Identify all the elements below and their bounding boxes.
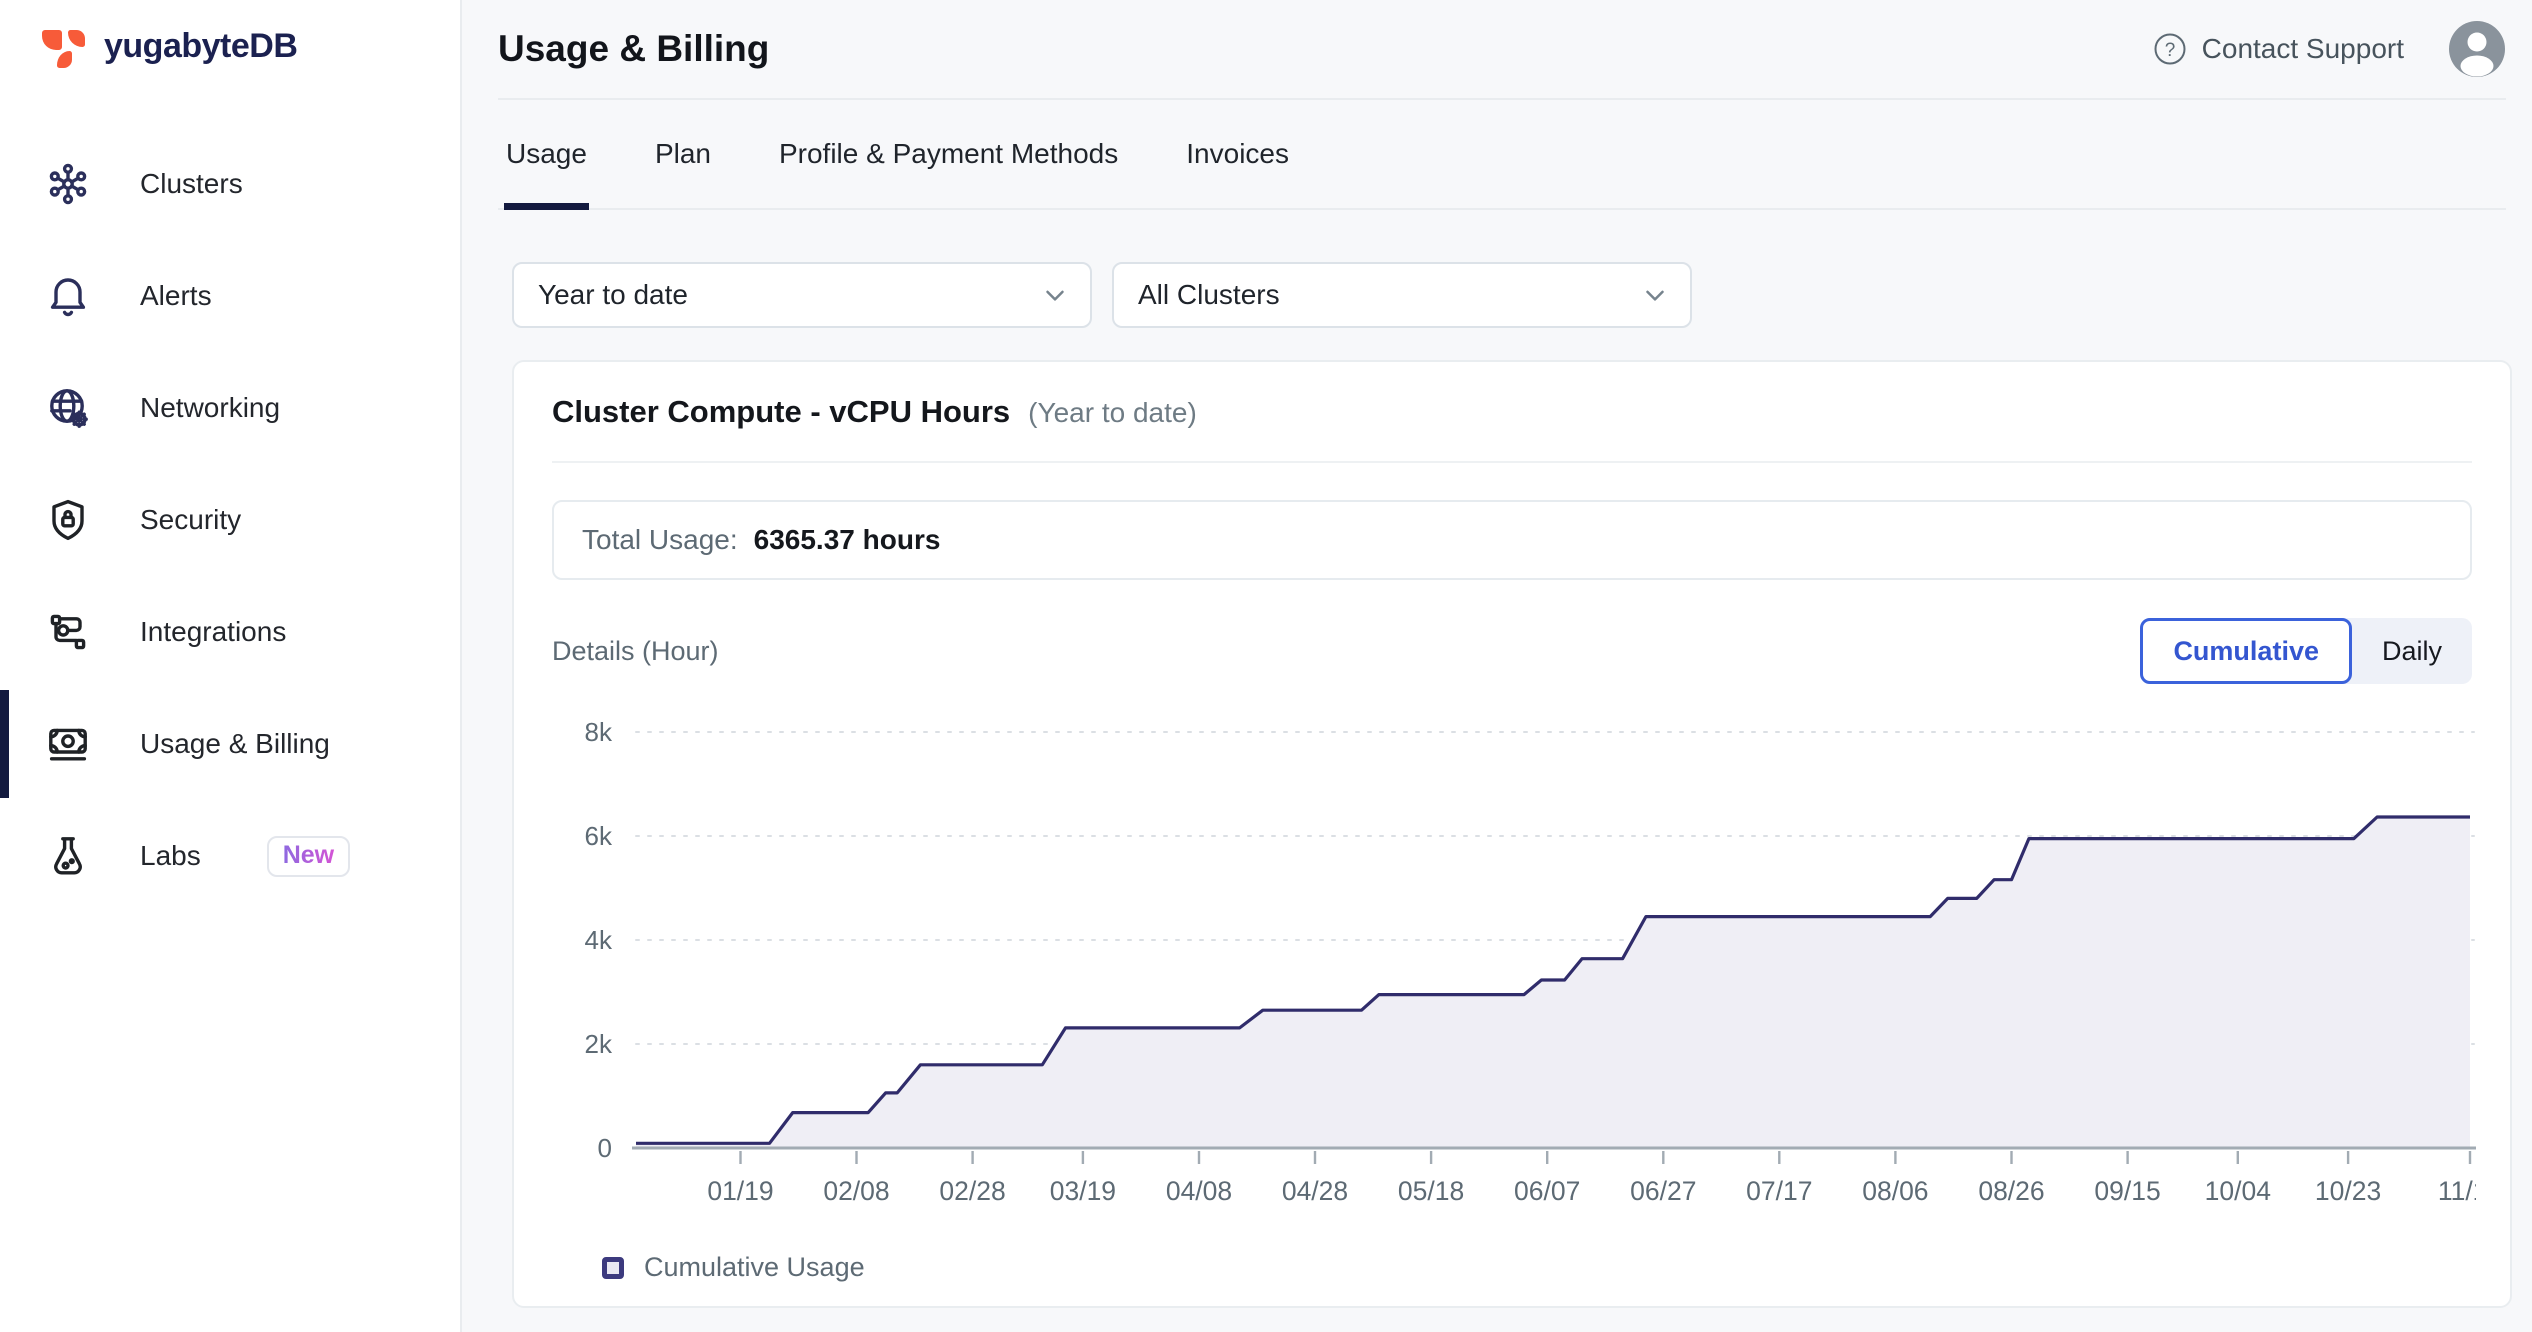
networking-icon <box>44 384 92 432</box>
contact-support-link[interactable]: Contact Support <box>2202 33 2404 65</box>
sidebar-item-labs[interactable]: Labs New <box>0 800 460 912</box>
svg-text:07/17: 07/17 <box>1746 1176 1812 1206</box>
cluster-select[interactable]: All Clusters <box>1112 262 1692 328</box>
sidebar-item-label: Labs <box>140 840 201 872</box>
sidebar-item-clusters[interactable]: Clusters <box>0 128 460 240</box>
svg-text:01/19: 01/19 <box>707 1176 773 1206</box>
sidebar-item-label: Usage & Billing <box>140 728 330 760</box>
sidebar-item-networking[interactable]: Networking <box>0 352 460 464</box>
period-select[interactable]: Year to date <box>512 262 1092 328</box>
details-label: Details (Hour) <box>552 636 719 667</box>
tab-usage[interactable]: Usage <box>504 100 589 208</box>
card-title: Cluster Compute - vCPU Hours <box>552 394 1010 430</box>
new-badge: New <box>267 836 350 877</box>
brand-name: yugabyteDB <box>104 27 297 66</box>
svg-text:09/15: 09/15 <box>2094 1176 2160 1206</box>
sidebar-nav: Clusters Alerts Networking Security Integrat… <box>0 128 460 912</box>
cumulative-toggle-button[interactable]: Cumulative <box>2140 618 2352 684</box>
usage-card: Cluster Compute - vCPU Hours (Year to da… <box>512 360 2512 1308</box>
legend-label: Cumulative Usage <box>644 1252 865 1283</box>
svg-text:06/27: 06/27 <box>1630 1176 1696 1206</box>
tab-invoices[interactable]: Invoices <box>1184 100 1291 208</box>
labs-icon <box>44 832 92 880</box>
svg-text:8k: 8k <box>585 717 613 747</box>
security-icon <box>44 496 92 544</box>
sidebar: yugabyteDB Clusters Alerts Networking Secur… <box>0 0 462 1332</box>
sidebar-item-label: Clusters <box>140 168 243 200</box>
chevron-down-icon <box>1640 280 1670 310</box>
chart-legend[interactable]: Cumulative Usage <box>602 1252 865 1283</box>
svg-text:03/19: 03/19 <box>1050 1176 1116 1206</box>
tab-profile-payment-methods[interactable]: Profile & Payment Methods <box>777 100 1120 208</box>
svg-text:0: 0 <box>598 1133 612 1163</box>
cluster-select-value: All Clusters <box>1138 279 1280 311</box>
sidebar-item-integrations[interactable]: Integrations <box>0 576 460 688</box>
divider <box>552 461 2472 463</box>
svg-text:08/06: 08/06 <box>1862 1176 1928 1206</box>
legend-checkbox-icon <box>602 1257 624 1279</box>
total-usage-box: Total Usage: 6365.37 hours <box>552 500 2472 580</box>
tab-plan[interactable]: Plan <box>653 100 713 208</box>
sidebar-item-label: Integrations <box>140 616 286 648</box>
svg-text:10/04: 10/04 <box>2205 1176 2271 1206</box>
svg-text:04/28: 04/28 <box>1282 1176 1348 1206</box>
usage-chart: 0 2k 4k 6k 8k 01/19 02/08 02/28 03/19 04/08 04/28 0… <box>552 710 2476 1220</box>
clusters-icon <box>44 160 92 208</box>
svg-text:05/18: 05/18 <box>1398 1176 1464 1206</box>
help-icon[interactable]: ? <box>2152 31 2188 67</box>
topbar-right: ? Contact Support <box>2152 20 2506 78</box>
svg-text:04/08: 04/08 <box>1166 1176 1232 1206</box>
active-indicator <box>0 690 9 798</box>
chevron-down-icon <box>1040 280 1070 310</box>
svg-text:02/28: 02/28 <box>939 1176 1005 1206</box>
alerts-icon <box>44 272 92 320</box>
svg-text:?: ? <box>2164 40 2175 61</box>
svg-text:08/26: 08/26 <box>1978 1176 2044 1206</box>
sidebar-item-usage-billing[interactable]: Usage & Billing <box>0 688 460 800</box>
svg-text:10/23: 10/23 <box>2315 1176 2381 1206</box>
svg-text:02/08: 02/08 <box>823 1176 889 1206</box>
svg-text:2k: 2k <box>585 1029 613 1059</box>
app-frame: yugabyteDB Clusters Alerts Networking Secur… <box>0 0 2532 1332</box>
main-area: Usage & Billing ? Contact Support Usage P… <box>464 0 2532 1332</box>
integrations-icon <box>44 608 92 656</box>
topbar: Usage & Billing ? Contact Support <box>498 0 2506 100</box>
view-toggle: CumulativeDaily <box>2140 618 2472 684</box>
usage-chart-svg[interactable]: 0 2k 4k 6k 8k 01/19 02/08 02/28 03/19 04/08 04/28 0… <box>552 710 2476 1220</box>
sidebar-item-security[interactable]: Security <box>0 464 460 576</box>
total-usage-label: Total Usage: <box>582 524 738 556</box>
usage-billing-icon <box>44 720 92 768</box>
svg-text:11/13: 11/13 <box>2438 1176 2476 1206</box>
user-avatar[interactable] <box>2448 20 2506 78</box>
yugabyte-logo-icon <box>40 20 90 72</box>
card-subtitle: (Year to date) <box>1028 397 1197 429</box>
total-usage-value: 6365.37 hours <box>754 524 941 556</box>
svg-text:06/07: 06/07 <box>1514 1176 1580 1206</box>
brand-logo[interactable]: yugabyteDB <box>40 20 297 72</box>
tabs: Usage Plan Profile & Payment Methods Invoic… <box>498 100 2506 210</box>
sidebar-item-label: Alerts <box>140 280 212 312</box>
svg-text:4k: 4k <box>585 925 613 955</box>
sidebar-item-label: Security <box>140 504 241 536</box>
daily-toggle-button[interactable]: Daily <box>2352 618 2472 684</box>
filter-row: Year to date All Clusters <box>512 262 1692 328</box>
svg-text:6k: 6k <box>585 821 613 851</box>
period-select-value: Year to date <box>538 279 688 311</box>
sidebar-item-alerts[interactable]: Alerts <box>0 240 460 352</box>
sidebar-item-label: Networking <box>140 392 280 424</box>
page-title: Usage & Billing <box>498 28 769 70</box>
card-title-row: Cluster Compute - vCPU Hours (Year to da… <box>552 394 1197 430</box>
